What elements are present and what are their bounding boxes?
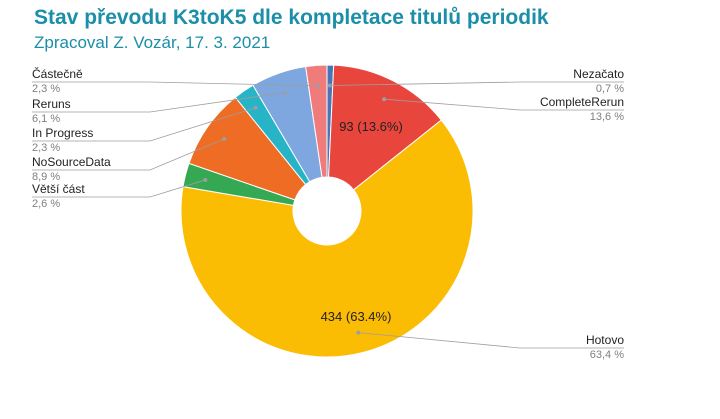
label-percent-castecne: 2,3 % [32,83,60,95]
label-name-nosourcedata: NoSourceData [32,155,111,169]
leader-dot-nosourcedata [222,136,227,141]
leader-line-reruns [32,92,286,113]
leader-dot-vetsi-cast [203,177,208,182]
slice-completererun [328,64,442,191]
label-percent-nezacato: 0,7 % [596,83,624,95]
label-name-completererun: CompleteRerun [540,95,624,109]
leader-line-vetsi-cast [32,179,206,198]
label-name-nezacato: Nezačato [573,67,624,81]
inner-label-hotovo: 434 (63.4%) [321,309,392,324]
label-percent-completererun: 13,6 % [590,111,624,123]
inner-label-completererun: 93 (13.6%) [339,119,403,134]
leader-dot-castecne [315,83,320,88]
leader-line-nezacato [329,81,624,86]
label-name-reruns: Reruns [32,97,71,111]
label-name-hotovo: Hotovo [586,333,624,347]
leader-dot-reruns [283,90,288,95]
label-name-castecne: Částečně [32,66,83,81]
leader-dot-completererun [382,97,387,102]
leader-dot-in-progress [253,105,258,110]
label-percent-reruns: 6,1 % [32,113,60,125]
slice-castecne [305,64,328,178]
chart-title: Stav převodu K3toK5 dle kompletace titul… [34,6,549,29]
leader-line-castecne [32,81,318,87]
label-percent-nosourcedata: 8,9 % [32,171,60,183]
label-percent-in-progress: 2,3 % [32,142,60,154]
leader-line-nosourcedata [32,138,225,171]
label-percent-hotovo: 63,4 % [590,349,624,361]
label-name-vetsi-cast: Větší část [32,182,85,196]
label-percent-vetsi-cast: 2,6 % [32,198,60,210]
leader-line-hotovo [358,332,624,349]
slice-hotovo [180,119,474,358]
leader-dot-hotovo [356,330,361,335]
leader-dot-nezacato [327,83,332,88]
label-name-in-progress: In Progress [32,126,93,140]
leader-line-in-progress [32,107,256,142]
chart-subtitle: Zpracoval Z. Vozár, 17. 3. 2021 [34,33,271,52]
leader-line-completererun [384,98,624,111]
